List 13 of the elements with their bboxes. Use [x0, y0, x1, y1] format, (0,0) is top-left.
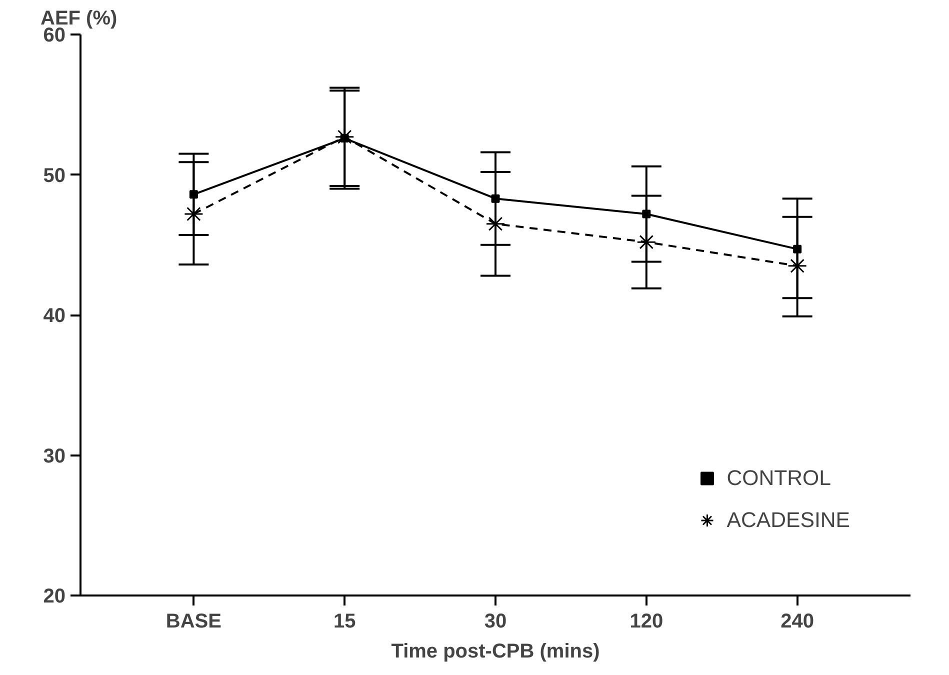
- legend-label: CONTROL: [726, 466, 832, 490]
- x-tick-label: 120: [630, 610, 664, 632]
- legend-label: ACADESINE: [726, 508, 850, 532]
- x-tick-label: 240: [780, 610, 814, 632]
- y-tick-label: 50: [43, 164, 66, 187]
- x-tick-label: 15: [333, 610, 356, 632]
- x-axis-title: Time post-CPB (mins): [391, 640, 600, 662]
- x-tick-label: BASE: [166, 610, 222, 632]
- y-tick-label: 60: [43, 24, 66, 46]
- y-tick-label: 30: [43, 445, 66, 468]
- y-tick-label: 40: [43, 305, 66, 327]
- x-tick-label: 30: [484, 610, 507, 632]
- y-tick-label: 20: [43, 586, 66, 608]
